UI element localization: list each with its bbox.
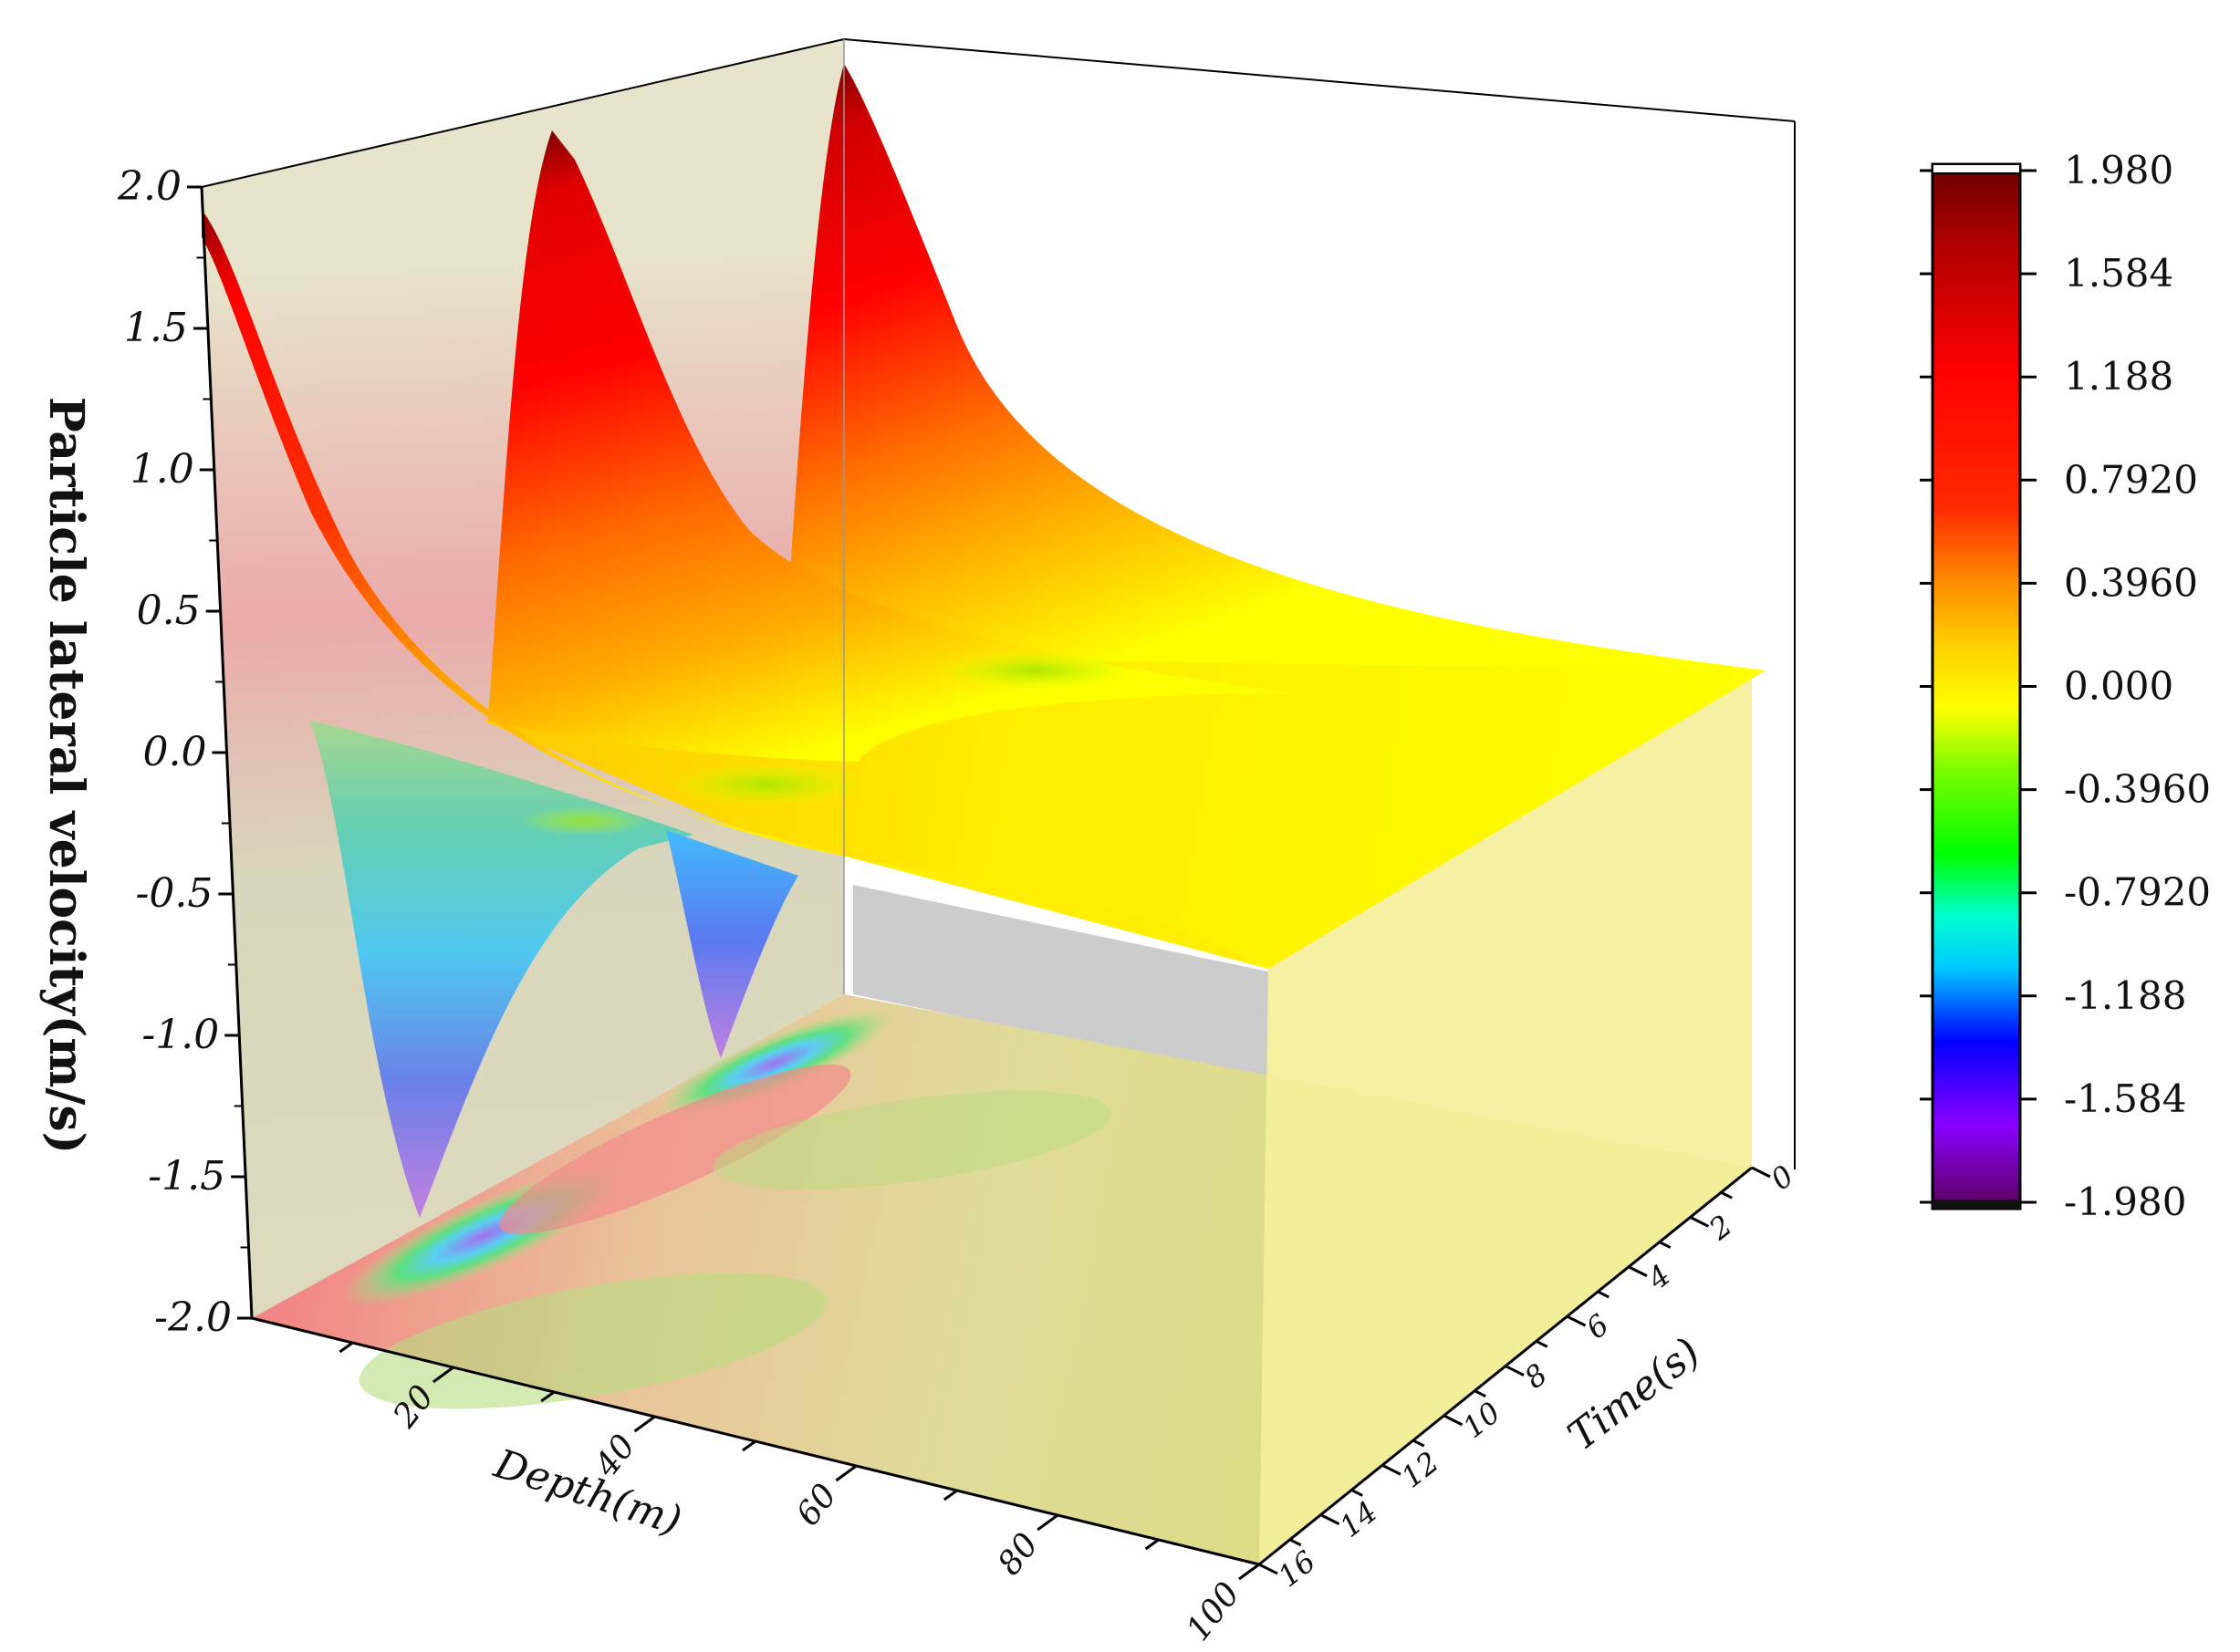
trough-2 — [666, 830, 798, 1058]
colorbar-scale — [1931, 162, 2022, 1210]
z-tick-label: -2.0 — [154, 1294, 232, 1341]
y-tick-mark — [1474, 1389, 1486, 1398]
y-tick-mark — [1628, 1265, 1648, 1278]
y-tick-mark — [1751, 1166, 1771, 1179]
y-tick-mark — [1689, 1216, 1710, 1228]
colorbar-tick-label: -1.188 — [2064, 973, 2186, 1018]
right-wall — [1259, 670, 1752, 1564]
z-axis-title: Particle lateral velocity(m/s) — [38, 397, 94, 1155]
y-tick-label: 12 — [1395, 1445, 1445, 1495]
x-tick-label: 80 — [991, 1526, 1047, 1582]
y-tick-mark — [1381, 1463, 1401, 1476]
x-tick-label: 60 — [789, 1477, 845, 1533]
y-tick-mark — [1536, 1339, 1548, 1348]
z-tick-label: -1.0 — [141, 1012, 219, 1058]
x-tick-mark — [1037, 1513, 1059, 1532]
y-tick-mark — [1319, 1513, 1340, 1525]
y-tick-mark — [1258, 1563, 1278, 1575]
y-axis-title: Time(s) — [1559, 1329, 1709, 1460]
surface — [202, 64, 1766, 1218]
y-tick-mark — [1350, 1489, 1363, 1497]
z-tick-label: 2.0 — [117, 163, 182, 210]
x-tick-mark — [835, 1464, 858, 1482]
y-tick-label: 2 — [1702, 1208, 1738, 1247]
x-tick-mark — [339, 1341, 354, 1354]
colorbar-tick-label: -1.980 — [2064, 1179, 2186, 1224]
y-tick-label: 8 — [1518, 1356, 1554, 1395]
x-tick-mark — [943, 1489, 958, 1501]
y-tick-label: 4 — [1641, 1258, 1677, 1297]
y-tick-mark — [1443, 1414, 1464, 1427]
x-axis-title: Depth(m) — [488, 1440, 687, 1544]
y-tick-mark — [1289, 1538, 1302, 1547]
colorbar-tick-label: -0.7920 — [2064, 870, 2211, 915]
y-tick-mark — [1566, 1314, 1587, 1327]
colorbar-tick-label: 0.000 — [2064, 664, 2173, 709]
z-tick-label: 1.0 — [130, 446, 194, 493]
z-axis: -2.0 -1.5 -1.0 -0.5 0.0 0.5 1.0 1.5 2.0 Particle… — [38, 163, 254, 1341]
y-tick-mark — [1597, 1290, 1610, 1299]
colorbar-tick-label: 0.3960 — [2064, 560, 2198, 605]
x-tick-mark — [742, 1439, 756, 1452]
colorbar-tick-label: 1.584 — [2064, 251, 2173, 296]
z-tick-label: 0.0 — [143, 729, 207, 775]
y-tick-mark — [1505, 1365, 1525, 1377]
z-tick-label: 0.5 — [137, 587, 201, 634]
colorbar-tick-label: 0.7920 — [2064, 457, 2198, 502]
x-tick-mark — [540, 1390, 556, 1403]
colorbar-tick-label: -0.3960 — [2064, 767, 2211, 812]
trough-1 — [310, 721, 693, 1218]
x-tick-mark — [1144, 1538, 1160, 1551]
y-tick-label: 16 — [1272, 1543, 1322, 1594]
colorbar-tick-label: -1.584 — [2064, 1076, 2186, 1121]
y-tick-label: 10 — [1456, 1395, 1506, 1445]
colorbar-tick-label: 1.188 — [2064, 354, 2173, 399]
z-tick-label: -0.5 — [136, 870, 214, 917]
x-tick-label: 100 — [1179, 1575, 1247, 1647]
y-tick-label: 6 — [1579, 1307, 1615, 1345]
peak-2 — [488, 130, 1296, 762]
x-tick-mark — [633, 1415, 656, 1433]
y-tick-mark — [1720, 1190, 1733, 1200]
x-tick-mark — [432, 1366, 454, 1384]
z-tick-label: -1.5 — [148, 1153, 225, 1200]
peak-3 — [785, 64, 1766, 670]
z-tick-label: 1.5 — [124, 305, 188, 351]
colorbar-tick-label: 1.980 — [2064, 148, 2173, 192]
y-tick-mark — [1659, 1241, 1672, 1249]
y-tick-mark — [1412, 1439, 1425, 1448]
colorbar: 1.980 1.584 1.188 0.7920 0.3960 0.000 -0.3960 -… — [1920, 148, 2211, 1224]
plot-box-edges — [201, 38, 1796, 1169]
y-tick-label: 14 — [1333, 1494, 1383, 1544]
x-tick-mark — [1238, 1563, 1260, 1581]
